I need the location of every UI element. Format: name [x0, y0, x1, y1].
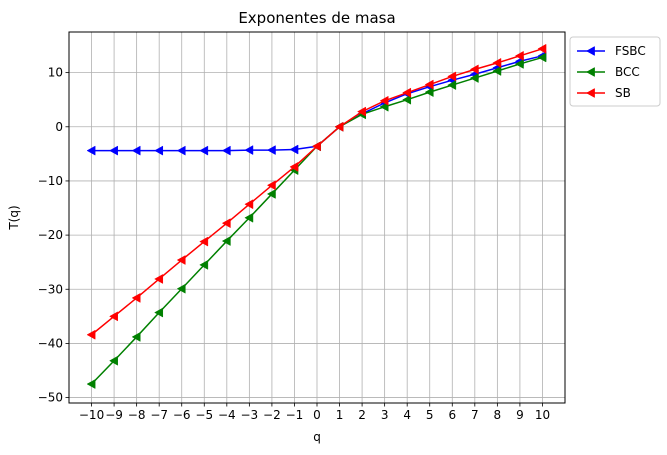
x-tick-label: −5	[195, 408, 213, 422]
data-point-marker	[514, 50, 524, 61]
data-point-marker	[266, 189, 276, 199]
data-point-marker	[379, 95, 389, 106]
data-point-marker	[379, 101, 389, 112]
data-point-marker	[244, 145, 254, 155]
data-point-marker	[424, 87, 434, 98]
data-point-marker	[176, 283, 186, 294]
x-tick-label: 4	[403, 408, 411, 422]
data-point-marker	[86, 145, 96, 156]
x-tick-label: −3	[241, 408, 259, 422]
series-sb	[86, 43, 547, 340]
legend-marker	[585, 46, 595, 56]
data-point-marker	[199, 145, 209, 156]
x-tick-label: 5	[426, 408, 434, 422]
y-tick-label: −40	[38, 336, 63, 350]
data-point-marker	[289, 144, 299, 155]
x-axis-label: q	[313, 430, 321, 444]
data-point-marker	[109, 145, 118, 156]
x-tick-label: 8	[494, 408, 502, 422]
data-point-marker	[154, 145, 164, 156]
legend-item-sb: SB	[577, 86, 631, 100]
x-tick-label: 6	[448, 408, 456, 422]
data-point-marker	[447, 71, 457, 82]
y-tick-label: −50	[38, 391, 63, 405]
data-point-marker	[424, 79, 434, 90]
data-point-marker	[537, 52, 547, 63]
data-point-marker	[492, 57, 502, 68]
x-tick-label: 10	[535, 408, 550, 422]
data-point-marker	[86, 379, 96, 389]
data-point-marker	[154, 307, 164, 318]
data-point-marker	[492, 66, 502, 76]
data-point-marker	[289, 161, 299, 172]
x-tick-label: 3	[381, 408, 389, 422]
x-tick-label: 0	[313, 408, 321, 422]
x-tick-label: −8	[128, 408, 146, 422]
y-axis-label: T(q)	[7, 205, 21, 230]
data-point-marker	[131, 145, 141, 156]
data-point-marker	[266, 145, 276, 155]
x-tick-label: −1	[286, 408, 304, 422]
legend-label: BCC	[615, 65, 640, 79]
x-tick-label: 1	[336, 408, 344, 422]
data-point-marker	[131, 293, 141, 303]
data-point-marker	[514, 59, 524, 69]
data-point-marker	[176, 145, 186, 156]
data-point-marker	[221, 236, 231, 246]
data-point-marker	[469, 73, 479, 83]
data-point-marker	[176, 255, 186, 265]
legend-item-fsbc: FSBC	[577, 44, 646, 58]
data-point-marker	[244, 199, 254, 210]
data-point-marker	[334, 121, 344, 132]
data-point-marker	[311, 141, 321, 152]
data-point-marker	[221, 145, 231, 156]
data-point-marker	[266, 180, 276, 191]
data-point-marker	[221, 218, 231, 229]
legend-label: FSBC	[615, 44, 646, 58]
x-tick-label: −10	[79, 408, 104, 422]
y-tick-label: −10	[38, 174, 63, 188]
legend-marker	[585, 67, 595, 77]
y-tick-label: −20	[38, 228, 63, 242]
x-tick-label: 2	[358, 408, 366, 422]
x-tick-label: −6	[173, 408, 191, 422]
data-point-marker	[199, 259, 209, 270]
chart-title: Exponentes de masa	[238, 9, 395, 27]
legend-label: SB	[615, 86, 631, 100]
x-tick-label: 7	[471, 408, 479, 422]
x-tick-label: −9	[105, 408, 123, 422]
data-point-marker	[357, 106, 366, 117]
x-tick-label: −2	[263, 408, 281, 422]
data-point-marker	[402, 94, 412, 105]
data-point-marker	[199, 236, 209, 247]
data-point-marker	[537, 43, 547, 54]
x-tick-label: 9	[516, 408, 524, 422]
x-tick-label: −4	[218, 408, 236, 422]
data-point-marker	[109, 355, 118, 366]
legend-item-bcc: BCC	[577, 65, 640, 79]
x-axis-ticks: −10 −9 −8 −7 −6 −5 −4 −3 −2 −1 0 1 2 3 4 5 6 7 8 9 10	[79, 403, 550, 422]
data-point-marker	[86, 329, 96, 340]
series-layer	[86, 43, 547, 389]
legend: FSBC BCC SB	[569, 36, 661, 107]
data-point-marker	[447, 80, 457, 91]
y-tick-label: −30	[38, 282, 63, 296]
data-point-marker	[109, 311, 118, 322]
legend-marker	[585, 88, 595, 98]
x-tick-label: −7	[150, 408, 168, 422]
y-axis-ticks: −50 −40 −30 −20 −10 0 10	[38, 66, 69, 405]
data-point-marker	[154, 274, 164, 284]
data-point-marker	[402, 87, 412, 98]
data-point-marker	[469, 64, 479, 75]
y-tick-label: 0	[55, 120, 63, 134]
y-tick-label: 10	[48, 66, 63, 80]
data-point-marker	[131, 331, 141, 342]
data-point-marker	[244, 212, 254, 223]
